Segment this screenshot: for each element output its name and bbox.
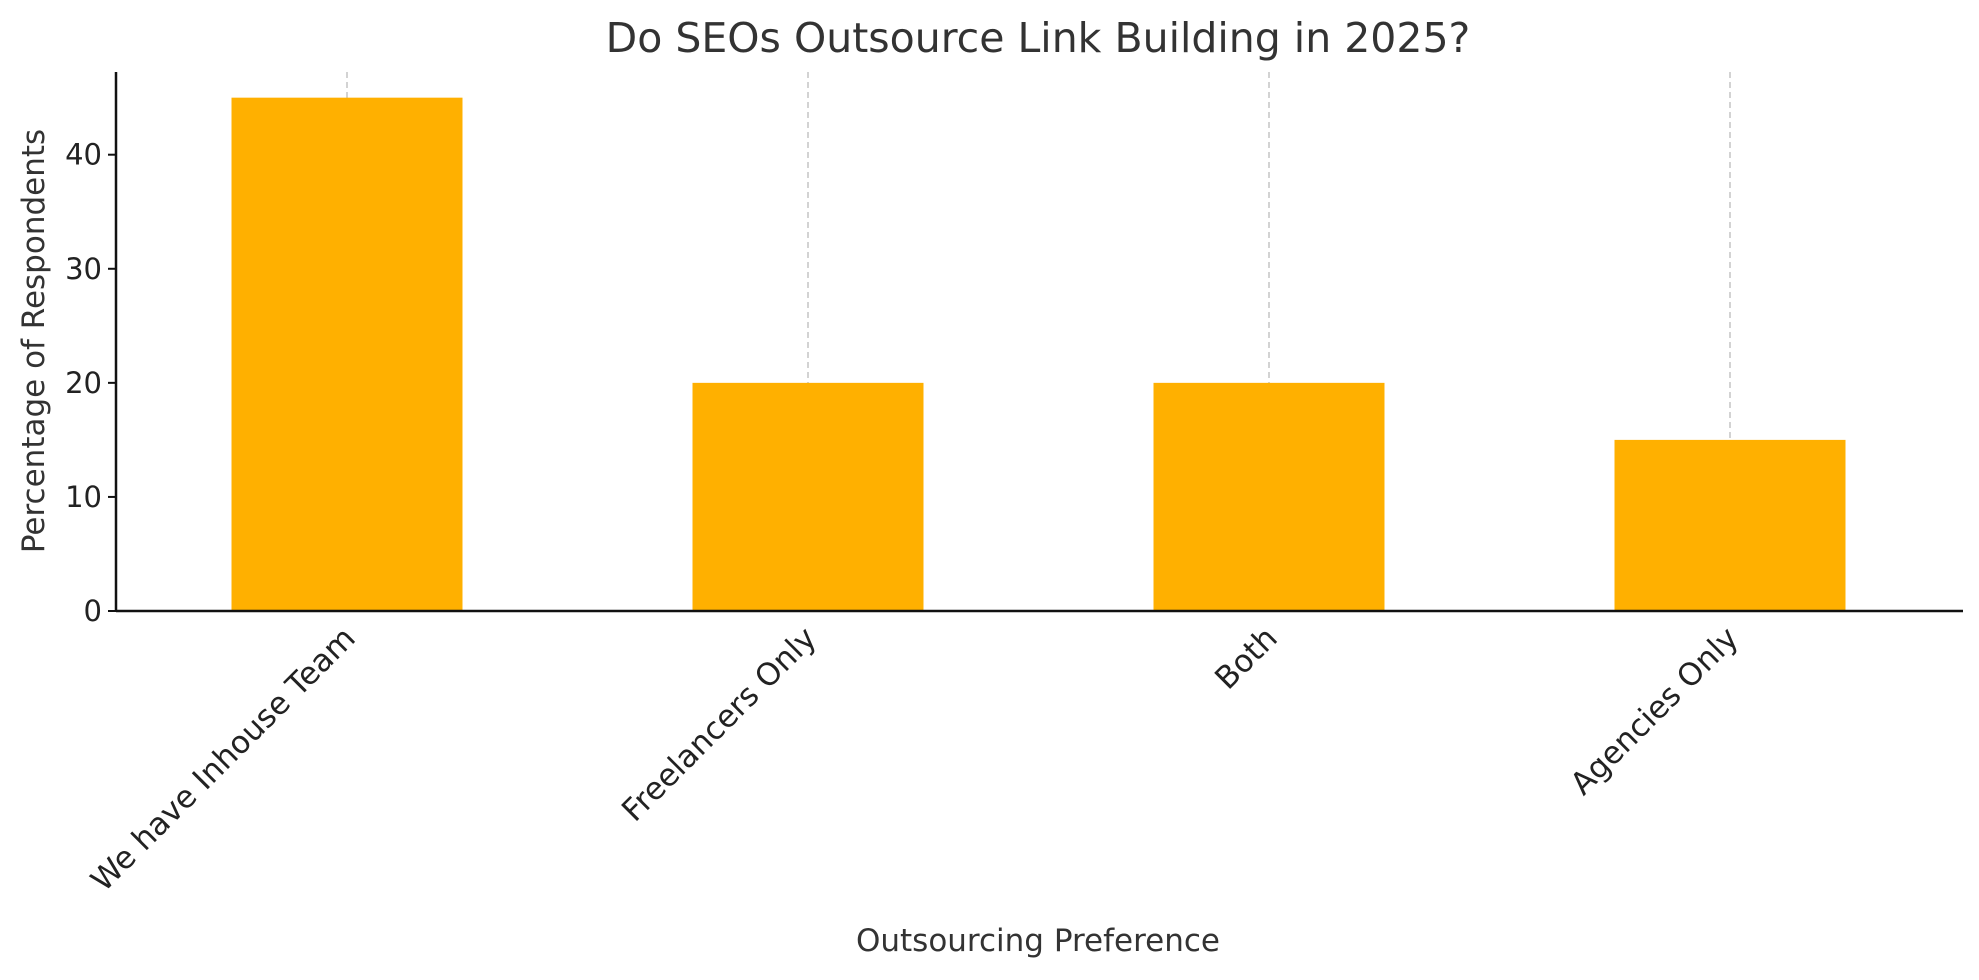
x-tick-label: Freelancers Only	[615, 620, 824, 829]
y-tick-label: 20	[65, 366, 102, 400]
bar-agencies-only	[1614, 439, 1846, 611]
y-tick-label: 0	[84, 594, 102, 628]
axes-layer	[114, 72, 1963, 613]
bar-both	[1153, 382, 1385, 611]
x-tick-labels: We have Inhouse Team Freelancers Only Both…	[84, 620, 1745, 898]
bar-freelancers-only	[692, 382, 924, 611]
y-tick-label: 10	[65, 480, 102, 514]
grid-layer	[346, 72, 1731, 611]
x-tick-label: We have Inhouse Team	[84, 620, 362, 898]
chart-title: Do SEOs Outsource Link Building in 2025?	[606, 14, 1471, 62]
x-tick-label: Both	[1208, 620, 1284, 696]
bars-layer	[231, 97, 1846, 611]
y-tick-label: 30	[65, 252, 102, 286]
x-tick-label: Agencies Only	[1564, 620, 1746, 802]
bar-we-have-inhouse-team	[231, 97, 463, 611]
y-tick-label: 40	[65, 138, 102, 172]
x-axis-label: Outsourcing Preference	[856, 923, 1220, 959]
y-axis-label: Percentage of Respondents	[16, 129, 52, 553]
y-ticks: 0 10 20 30 40	[65, 138, 116, 628]
